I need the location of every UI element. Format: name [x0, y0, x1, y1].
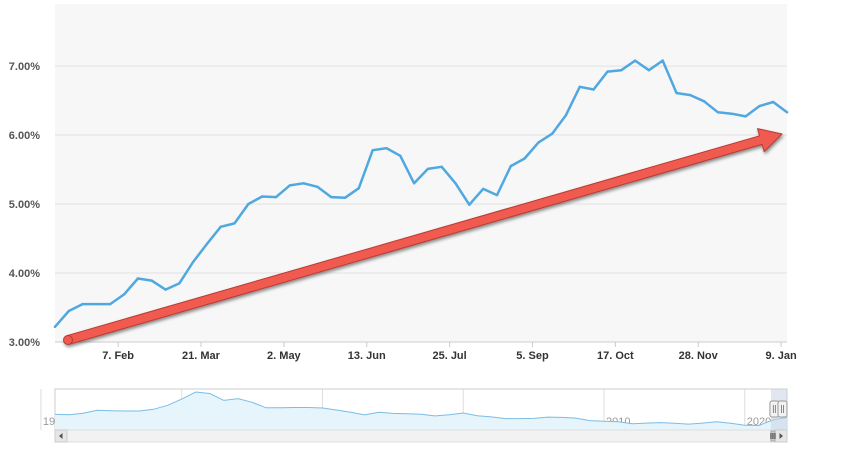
data-point: [330, 195, 333, 199]
x-tick-label: 5. Sep: [516, 350, 549, 362]
data-point: [633, 59, 637, 62]
data-point: [371, 149, 374, 152]
data-point: [343, 196, 347, 199]
data-point: [399, 154, 402, 157]
data-point: [785, 111, 789, 114]
data-point: [730, 112, 733, 115]
data-point: [495, 193, 499, 197]
y-tick-label: 3.00%: [9, 337, 40, 349]
data-point: [454, 182, 457, 185]
data-point: [716, 111, 720, 114]
data-point: [702, 100, 706, 103]
data-point: [205, 242, 209, 246]
x-tick-label: 2. May: [267, 350, 302, 362]
data-point: [509, 164, 512, 168]
navigator-handle-box: [777, 400, 788, 418]
data-point: [109, 302, 112, 306]
data-point: [675, 91, 678, 95]
data-point: [426, 167, 430, 171]
scrollbar-track[interactable]: [54, 429, 788, 443]
x-tick-label: 13. Jun: [348, 350, 386, 362]
data-point: [578, 85, 581, 89]
plot-background: [55, 4, 787, 342]
data-point: [482, 187, 485, 191]
navigator-handle[interactable]: [777, 400, 788, 418]
y-tick-label: 5.00%: [9, 199, 40, 211]
y-tick-label: 7.00%: [9, 61, 40, 73]
data-point: [122, 293, 126, 296]
data-point: [412, 182, 416, 185]
data-point: [537, 141, 540, 144]
data-point: [178, 282, 181, 285]
data-point: [564, 113, 568, 117]
data-point: [468, 203, 471, 206]
trend-arrow-shape: [66, 128, 783, 345]
data-point: [689, 93, 692, 97]
data-point: [191, 260, 195, 264]
data-point: [592, 88, 595, 91]
data-point: [647, 69, 651, 72]
data-point: [233, 222, 236, 225]
data-point: [758, 104, 761, 108]
x-tick-label: 17. Oct: [597, 350, 634, 362]
x-tick-label: 25. Jul: [432, 350, 466, 362]
y-tick-label: 6.00%: [9, 130, 40, 142]
data-point: [247, 202, 250, 206]
data-point: [81, 302, 84, 306]
data-point: [219, 225, 222, 228]
data-point: [357, 187, 360, 190]
data-point: [551, 132, 554, 135]
data-point: [620, 69, 623, 72]
data-point: [150, 279, 153, 282]
x-tick-label: 9. Jan: [765, 350, 796, 362]
data-point: [53, 325, 57, 328]
scroll-right-arrow-icon: [779, 433, 783, 439]
data-point: [302, 182, 305, 185]
data-point: [274, 195, 278, 199]
data-point: [606, 70, 609, 73]
series-line: [53, 59, 789, 329]
trend-arrow: [63, 128, 783, 345]
data-point: [67, 309, 71, 313]
data-point: [136, 277, 140, 280]
data-point: [440, 165, 443, 168]
navigator-line: [54, 391, 788, 427]
data-point: [316, 185, 319, 188]
data-point: [288, 184, 291, 187]
y-tick-label: 4.00%: [9, 268, 40, 280]
data-point: [523, 157, 526, 160]
x-tick-label: 28. Nov: [679, 350, 719, 362]
data-point: [385, 147, 388, 150]
scroll-left-arrow-icon: [59, 433, 63, 439]
navigator-area: [55, 392, 787, 430]
data-point: [744, 115, 747, 118]
trend-arrow-tail: [63, 335, 73, 345]
data-point: [164, 288, 167, 291]
data-point: [772, 100, 775, 104]
data-point: [95, 302, 98, 306]
x-tick-label: 21. Mar: [182, 350, 221, 362]
x-tick-label: 7. Feb: [102, 350, 134, 362]
data-point: [661, 59, 664, 62]
data-point: [261, 195, 264, 198]
